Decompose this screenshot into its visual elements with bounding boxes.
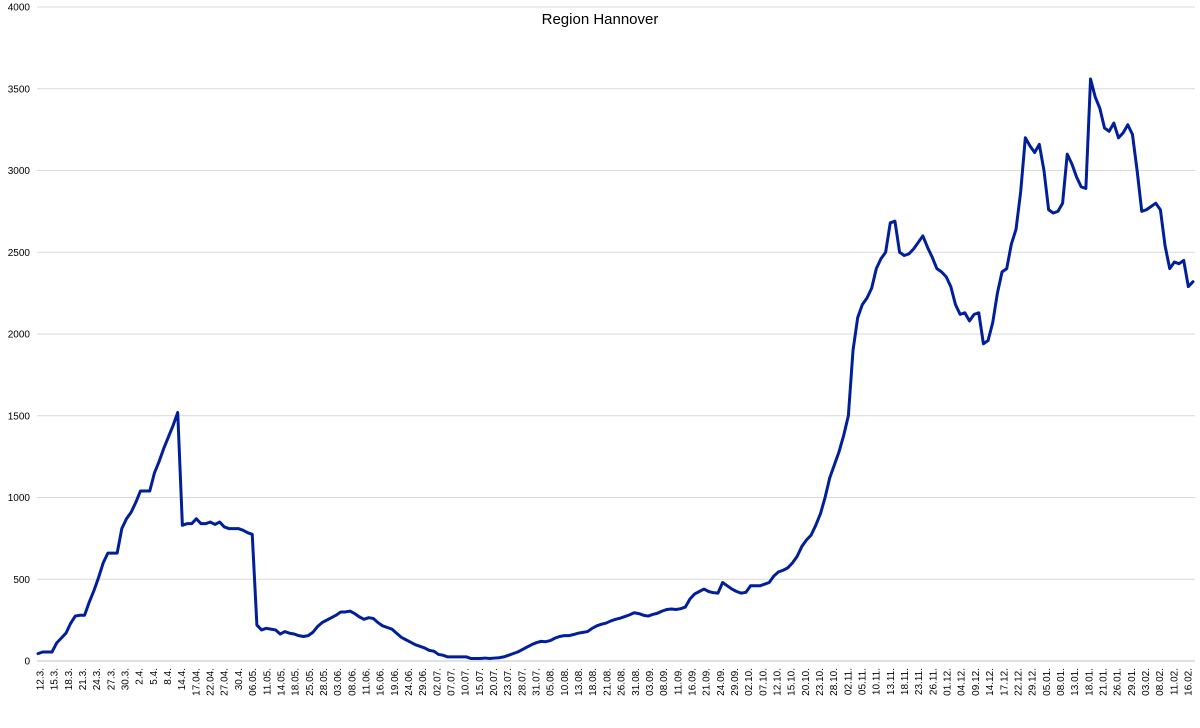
x-tick-label: 19.06.	[390, 668, 401, 696]
y-tick-label: 2000	[8, 330, 31, 341]
x-tick-label: 12.3.	[36, 668, 47, 690]
x-tick-label: 04.12.	[957, 668, 968, 696]
x-tick-label: 02.10.	[744, 668, 755, 696]
x-tick-label: 29.06.	[418, 668, 429, 696]
x-tick-label: 30.4.	[234, 668, 245, 690]
y-axis-ticks: 0 500 1000 1500 2000 2500 3000 3500 4000	[8, 3, 31, 668]
x-tick-label: 26.11.	[928, 668, 939, 695]
series-line-0	[36, 77, 1195, 661]
x-tick-label: 5.4.	[149, 668, 160, 685]
x-tick-label: 10.11.	[872, 668, 883, 695]
x-tick-label: 18.01.	[1084, 668, 1095, 696]
x-tick-label: 01.12.	[943, 668, 954, 696]
x-tick-label: 21.09.	[702, 668, 713, 696]
x-tick-label: 29.01.	[1127, 668, 1138, 696]
x-tick-label: 2.4.	[135, 668, 146, 685]
x-tick-label: 12.10.	[772, 668, 783, 696]
x-tick-label: 26.01.	[1113, 668, 1124, 696]
x-tick-label: 10.07.	[461, 668, 472, 696]
x-tick-label: 13.08.	[574, 668, 585, 696]
x-tick-label: 24.06.	[404, 668, 415, 696]
y-tick-label: 1000	[8, 493, 31, 504]
x-tick-label: 29.09.	[730, 668, 741, 696]
x-tick-label: 28.05.	[319, 668, 330, 696]
x-tick-label: 24.09.	[716, 668, 727, 696]
x-tick-label: 8.4.	[163, 668, 174, 685]
x-tick-label: 16.06.	[376, 668, 387, 696]
x-tick-label: 23.10.	[815, 668, 826, 696]
y-tick-label: 0	[24, 657, 30, 668]
x-tick-label: 28.10.	[829, 668, 840, 696]
x-tick-label: 05.01.	[1042, 668, 1053, 696]
y-tick-label: 4000	[8, 3, 31, 14]
x-tick-label: 18.05.	[291, 668, 302, 696]
gridlines	[37, 6, 1195, 662]
y-tick-label: 500	[13, 575, 30, 586]
x-tick-label: 11.09.	[673, 668, 684, 695]
x-tick-label: 18.08.	[588, 668, 599, 696]
x-tick-label: 10.08.	[560, 668, 571, 696]
x-tick-label: 21.08.	[602, 668, 613, 696]
y-tick-label: 3000	[8, 166, 31, 177]
x-tick-label: 15.10.	[787, 668, 798, 696]
x-tick-label: 27.3.	[106, 668, 117, 690]
x-tick-label: 03.06.	[333, 668, 344, 696]
x-tick-label: 02.07.	[432, 668, 443, 696]
x-tick-label: 07.07.	[447, 668, 458, 696]
x-tick-label: 18.3.	[64, 668, 75, 690]
x-tick-label: 22.12.	[1013, 668, 1024, 696]
x-tick-label: 31.08.	[631, 668, 642, 696]
x-tick-label: 09.12.	[971, 668, 982, 696]
y-tick-label: 1500	[8, 411, 31, 422]
x-tick-label: 08.09.	[659, 668, 670, 696]
series-layer	[36, 77, 1195, 661]
x-tick-label: 17.04.	[191, 668, 202, 696]
x-tick-label: 29.12.	[1028, 668, 1039, 696]
x-tick-label: 13.11.	[886, 668, 897, 695]
x-tick-label: 11.02.	[1169, 668, 1180, 695]
x-tick-label: 03.09.	[645, 668, 656, 696]
x-tick-label: 11.06.	[361, 668, 372, 695]
x-tick-label: 30.3.	[121, 668, 132, 690]
x-tick-label: 23.11.	[914, 668, 925, 695]
x-tick-label: 08.01.	[1056, 668, 1067, 696]
x-axis-ticks: 12.3. 15.3. 18.3. 21.3. 24.3. 27.3. 30.3. 2.4. 5…	[36, 668, 1195, 696]
x-tick-label: 15.3.	[50, 668, 61, 690]
x-tick-label: 28.07.	[517, 668, 528, 696]
x-tick-label: 14.05.	[276, 668, 287, 696]
x-tick-label: 26.08.	[617, 668, 628, 696]
x-tick-label: 22.04.	[206, 668, 217, 696]
x-tick-label: 15.07.	[475, 668, 486, 696]
x-tick-label: 02.11.	[843, 668, 854, 695]
x-tick-label: 23.07.	[503, 668, 514, 696]
x-tick-label: 24.3.	[92, 668, 103, 690]
y-tick-label: 3500	[8, 84, 31, 95]
x-tick-label: 14.4.	[177, 668, 188, 690]
x-tick-label: 18.11.	[900, 668, 911, 695]
chart-title: Region Hannover	[542, 11, 659, 28]
x-tick-label: 05.11.	[858, 668, 869, 695]
x-tick-label: 05.08.	[546, 668, 557, 696]
x-tick-label: 03.02.	[1141, 668, 1152, 696]
x-tick-label: 21.3.	[78, 668, 89, 690]
x-tick-label: 13.01.	[1070, 668, 1081, 696]
x-tick-label: 21.01.	[1098, 668, 1109, 696]
x-tick-label: 14.12.	[985, 668, 996, 696]
x-tick-label: 27.04.	[220, 668, 231, 696]
x-tick-label: 07.10.	[758, 668, 769, 696]
y-tick-label: 2500	[8, 248, 31, 259]
x-tick-label: 11.05.	[262, 668, 273, 695]
x-tick-label: 31.07.	[532, 668, 543, 696]
x-tick-label: 06.05.	[248, 668, 259, 696]
x-tick-label: 16.09.	[687, 668, 698, 696]
x-tick-label: 16.02.	[1184, 668, 1195, 696]
x-tick-label: 20.07.	[489, 668, 500, 696]
x-tick-label: 17.12.	[999, 668, 1010, 696]
x-tick-label: 25.05.	[305, 668, 316, 696]
x-tick-label: 20.10.	[801, 668, 812, 696]
x-tick-label: 08.06.	[347, 668, 358, 696]
x-tick-label: 08.02.	[1155, 668, 1166, 696]
